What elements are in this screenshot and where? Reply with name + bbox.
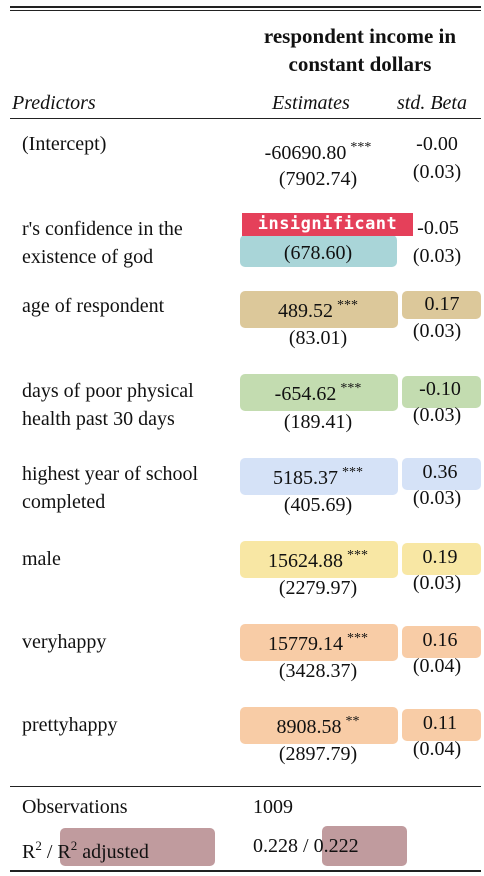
standard-error: (405.69): [283, 494, 353, 516]
highlight-tan-beta: [402, 291, 481, 319]
r2-separator: /: [41, 841, 58, 863]
highlight-yellow-est: [240, 541, 398, 578]
predictor-label-line2: health past 30 days: [22, 408, 175, 430]
estimate-number: -60690.80: [264, 142, 347, 164]
insignificant-tag: insignificant: [242, 213, 413, 236]
highlight-yellow-beta: [402, 543, 481, 575]
observations-label: Observations: [22, 796, 128, 818]
predictor-label-line2: existence of god: [22, 246, 154, 268]
highlight-orange-beta-2: [402, 709, 481, 741]
estimate-value: 8908.58 **: [238, 714, 398, 739]
r2-letter: R: [22, 841, 36, 863]
r2-adj-word: adjusted: [77, 841, 149, 863]
estimate-number: 5185.37: [273, 467, 338, 489]
significance-stars: **: [345, 714, 360, 729]
estimate-number: 15779.14: [268, 633, 343, 655]
top-rule-1: [10, 6, 481, 8]
estimate-number: -654.62: [274, 383, 337, 405]
estimate-value: -654.62 ***: [238, 381, 398, 406]
std-beta-se: (0.03): [412, 320, 462, 342]
observations-value: 1009: [253, 796, 293, 818]
highlight-orange-est-1: [240, 624, 398, 661]
r2-adj-letter: R: [57, 841, 71, 863]
predictor-label: age of respondent: [22, 295, 165, 317]
estimate-value: -60690.80 ***: [238, 140, 398, 165]
header-rule: [10, 118, 481, 119]
significance-stars: ***: [347, 631, 368, 646]
std-beta-value: 0.19: [422, 546, 458, 568]
predictor-label-line2: completed: [22, 491, 106, 513]
predictor-label: days of poor physical: [22, 380, 194, 402]
predictor-label: highest year of school: [22, 463, 199, 485]
significance-stars: ***: [350, 140, 372, 155]
standard-error: (2897.79): [278, 743, 358, 765]
predictor-label: male: [22, 548, 61, 570]
significance-stars: ***: [340, 381, 362, 396]
predictors-header: Predictors: [12, 92, 96, 114]
std-beta-se: (0.04): [412, 738, 462, 760]
r-squared-value: 0.228 / 0.222: [253, 835, 359, 858]
standard-error: (83.01): [288, 327, 348, 349]
standard-error: (189.41): [283, 411, 353, 433]
estimate-number: 8908.58: [276, 716, 342, 738]
r2-adj-value: 0.222: [313, 835, 359, 857]
r2-superscript: 2: [35, 838, 42, 853]
highlight-teal: [240, 235, 397, 267]
significance-stars: ***: [342, 465, 363, 480]
standard-error: (7902.74): [278, 168, 358, 190]
std-beta-se: (0.03): [412, 404, 462, 426]
estimate-value: 15779.14 ***: [238, 631, 398, 656]
standard-error: (678.60): [283, 242, 353, 264]
std-beta-se: (0.03): [412, 572, 462, 594]
std-beta-se: (0.03): [412, 161, 462, 183]
std-beta-value: -0.05: [417, 217, 459, 239]
std-beta-value: 0.16: [422, 629, 458, 651]
std-beta-value: 0.36: [422, 461, 458, 483]
significance-stars: ***: [347, 548, 368, 563]
standard-error: (3428.37): [278, 660, 358, 682]
predictor-label: veryhappy: [22, 631, 107, 653]
highlight-green-beta: [402, 376, 481, 408]
r-squared-label: R2 / R2 adjusted: [22, 838, 149, 864]
standard-error: (2279.97): [278, 577, 358, 599]
highlight-orange-beta-1: [402, 626, 481, 658]
std-beta-value: 0.11: [422, 712, 458, 734]
highlight-mauve-value: [322, 826, 407, 866]
highlight-blue-est: [240, 458, 398, 495]
r2-adj-superscript: 2: [70, 838, 78, 853]
std-beta-value: -0.10: [419, 378, 461, 400]
highlight-green-est: [240, 374, 398, 411]
std-beta-value: 0.17: [424, 293, 460, 315]
estimate-value: 489.52 ***: [238, 298, 398, 323]
std-beta-header: std. Beta: [397, 92, 467, 114]
predictor-label: r's confidence in the: [22, 218, 183, 240]
estimate-value: 5185.37 ***: [238, 465, 398, 490]
bottom-rule: [10, 870, 481, 872]
highlight-tan-est: [240, 291, 398, 328]
estimate-number: 489.52: [278, 300, 333, 322]
dependent-variable-line2: constant dollars: [288, 52, 432, 76]
std-beta-se: (0.04): [412, 655, 462, 677]
estimates-header: Estimates: [272, 92, 350, 114]
highlight-blue-beta: [402, 458, 481, 490]
significance-stars: ***: [337, 298, 358, 313]
predictor-label: prettyhappy: [22, 714, 118, 736]
top-rule-2: [10, 10, 481, 11]
highlight-orange-est-2: [240, 707, 398, 744]
std-beta-se: (0.03): [412, 245, 462, 267]
footer-rule: [10, 786, 481, 787]
dependent-variable-line1: respondent income in: [263, 24, 457, 48]
estimate-value: 15624.88 ***: [238, 548, 398, 573]
r2-value: 0.228 /: [253, 835, 314, 857]
highlight-mauve-label: [60, 828, 215, 866]
std-beta-se: (0.03): [412, 487, 462, 509]
estimate-number: 15624.88: [268, 550, 343, 572]
std-beta-value: -0.00: [416, 133, 458, 155]
predictor-label: (Intercept): [22, 133, 107, 155]
